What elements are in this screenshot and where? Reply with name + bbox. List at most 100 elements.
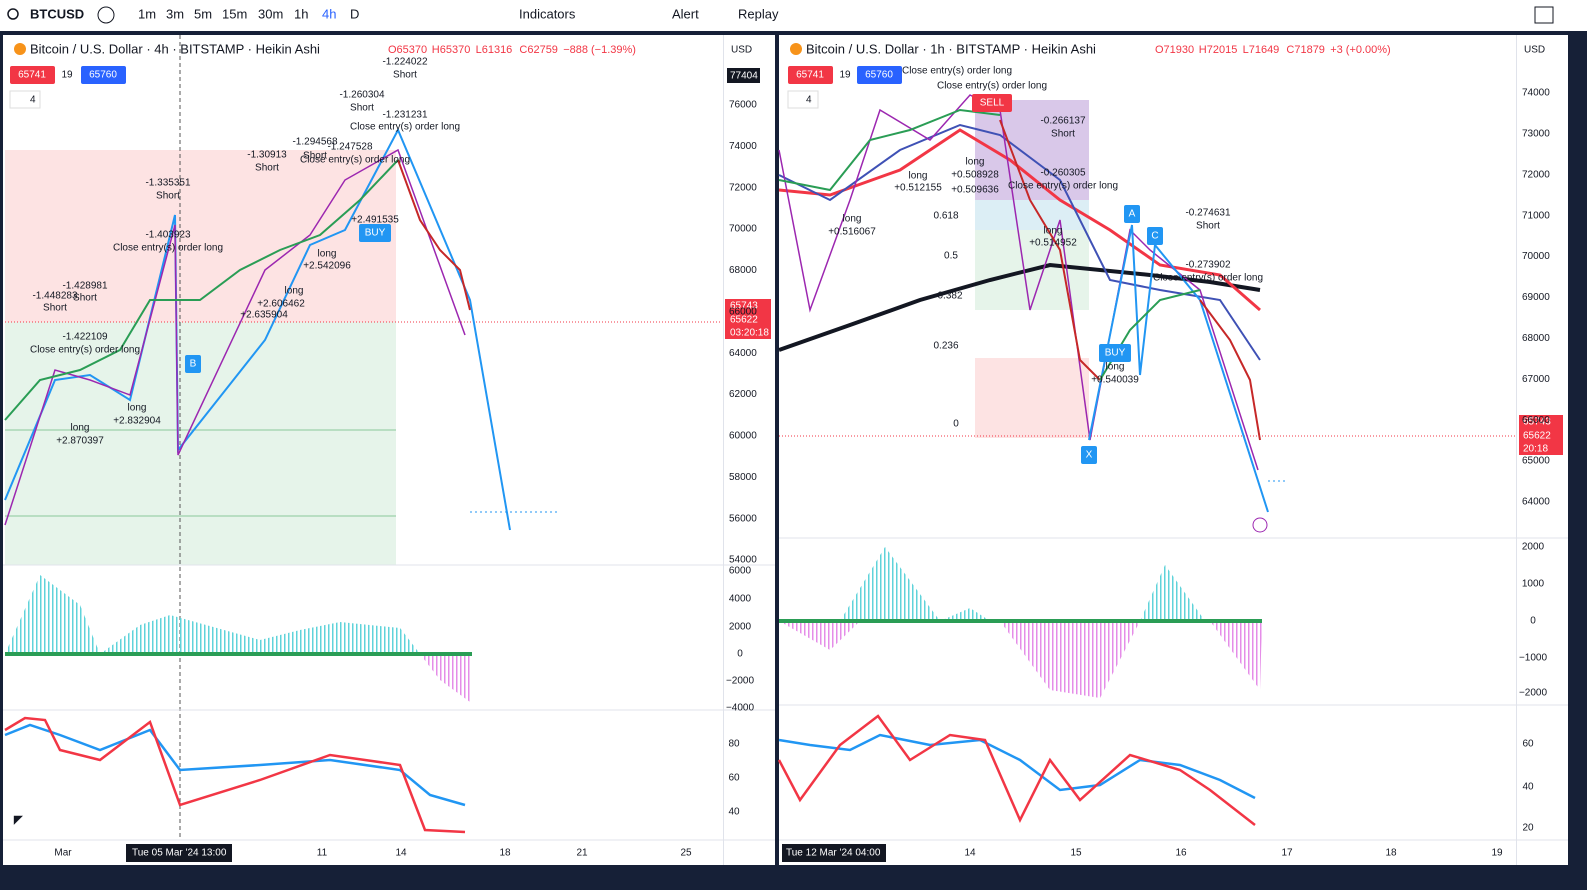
annotation: Close entry(s) order long	[30, 345, 140, 356]
annotation: -0.274631	[1185, 208, 1230, 219]
symbol[interactable]: BTCUSD	[30, 6, 84, 21]
interval-button[interactable]: 5m	[194, 6, 212, 21]
buy-price[interactable]: 65760	[865, 70, 893, 81]
signal-badge	[185, 355, 201, 373]
annotation: Short	[303, 151, 327, 162]
price-tick-label: 58000	[729, 472, 757, 483]
rsi-signal	[4, 716, 466, 834]
buy-price[interactable]: 65760	[89, 70, 117, 81]
annotation: long	[285, 286, 304, 297]
spread: 19	[839, 70, 851, 81]
price-tick-label: 65000	[1522, 456, 1550, 467]
sell-price[interactable]: 65741	[18, 70, 46, 81]
buy-button[interactable]	[857, 66, 902, 84]
layers-count[interactable]: 4	[30, 95, 36, 106]
fib-level-label: 0.618	[933, 211, 958, 222]
layers-count[interactable]: 4	[806, 95, 812, 106]
annotation: -1.260304	[339, 90, 384, 101]
macd-tick-label: 2000	[1522, 542, 1545, 553]
date-tick-label: Mar	[54, 848, 72, 859]
ohlc-value: O71930	[1155, 44, 1194, 56]
interval-button[interactable]: D	[350, 6, 359, 21]
price-tick-label: 68000	[1522, 333, 1550, 344]
interval-button[interactable]: 3m	[166, 6, 184, 21]
annotation: +2.491535	[351, 215, 399, 226]
wave-line	[778, 94, 1259, 471]
date-tick-label: 17	[1281, 848, 1293, 859]
sell-price[interactable]: 65741	[796, 70, 824, 81]
rsi-signal	[777, 714, 1256, 826]
price-tick-label: 66000	[1522, 415, 1550, 426]
annotation: +0.514952	[1029, 238, 1077, 249]
date-tick-label: 18	[499, 848, 511, 859]
annotation: long	[909, 171, 928, 182]
annotation: +0.512155	[894, 183, 942, 194]
annotation: long	[1044, 226, 1063, 237]
candles-down	[397, 159, 471, 311]
layout-icon[interactable]	[1534, 6, 1554, 24]
interval-button[interactable]: 4h	[322, 6, 336, 21]
crosshair-date: Tue 05 Mar '24 13:00	[132, 848, 227, 859]
layers[interactable]	[787, 90, 819, 109]
price-tick-label: 74000	[1522, 88, 1550, 99]
annotation: +0.540039	[1091, 375, 1139, 386]
signal-label: BUY	[365, 228, 386, 239]
interval-button[interactable]: 15m	[222, 6, 247, 21]
axis-border	[723, 35, 724, 865]
indicators-button[interactable]: Indicators	[519, 6, 576, 21]
currency[interactable]: USD	[731, 45, 752, 56]
fib-level-label: 0.5	[944, 251, 958, 262]
candles-up	[778, 108, 1001, 192]
axis-border	[1516, 35, 1517, 865]
candles-up	[4, 159, 399, 421]
annotation: Close entry(s) order long	[113, 243, 223, 254]
price-tag: 65743	[1523, 417, 1551, 428]
annotation: +2.606462	[257, 299, 305, 310]
alert-button[interactable]: Alert	[672, 6, 699, 21]
search-icon[interactable]	[7, 8, 19, 20]
ma-blue	[778, 123, 1261, 361]
price-tick-label: 73000	[1522, 129, 1550, 140]
right-pane	[779, 35, 1568, 865]
annotation: +2.870397	[56, 436, 104, 447]
annotation: +0.509636	[951, 185, 999, 196]
annotation: +0.516067	[828, 227, 876, 238]
interval-button[interactable]: 30m	[258, 6, 283, 21]
layers[interactable]	[9, 90, 41, 109]
crosshair-date-bg	[126, 844, 232, 862]
macd-tick-label: −1000	[1519, 653, 1548, 664]
ohlc-value: −888 (−1.39%)	[563, 44, 636, 56]
candles-down	[1199, 299, 1261, 441]
sell-button[interactable]	[10, 66, 55, 84]
price-tick-label: 76000	[729, 100, 757, 111]
annotation: long	[318, 249, 337, 260]
pattern-line	[4, 127, 511, 531]
date-tick-label: 21	[576, 848, 588, 859]
macd-hist-up	[5, 575, 420, 654]
annotation: -1.428981	[62, 281, 107, 292]
date-tick-label: 16	[1175, 848, 1187, 859]
interval-button[interactable]: 1h	[294, 6, 308, 21]
crosshair-date: Tue 12 Mar '24 04:00	[786, 848, 881, 859]
buy-button[interactable]	[81, 66, 126, 84]
macd-hist-up	[1140, 565, 1205, 621]
macd-tick-label: 6000	[729, 566, 752, 577]
price-tag: 65622	[730, 315, 758, 326]
currency[interactable]: USD	[1524, 45, 1545, 56]
sell-button[interactable]	[788, 66, 833, 84]
annotation: Short	[156, 191, 180, 202]
macd-hist-down	[779, 621, 860, 650]
add-symbol[interactable]	[97, 6, 115, 24]
annotation: +0.508928	[951, 170, 999, 181]
event-icon[interactable]	[1252, 517, 1268, 533]
price-tick-label: 62000	[729, 389, 757, 400]
annotation: long	[966, 157, 985, 168]
date-tick-label: 14	[395, 848, 407, 859]
date-tick-label: 25	[680, 848, 692, 859]
price-tick-label: 67000	[1522, 374, 1550, 385]
signal-badge	[1147, 227, 1163, 245]
annotation: long	[71, 423, 90, 434]
replay-button[interactable]: Replay	[738, 6, 779, 21]
interval-button[interactable]: 1m	[138, 6, 156, 21]
